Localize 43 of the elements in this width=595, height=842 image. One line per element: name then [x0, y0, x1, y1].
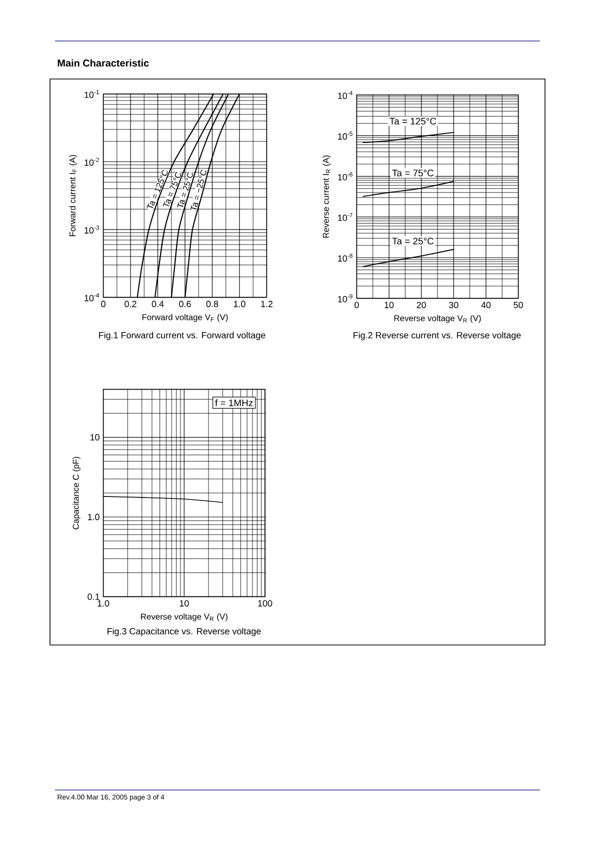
y-tick-label: 0.1: [88, 594, 100, 600]
y-tick-label: 10$^{-4}$: [84, 293, 100, 302]
y-tick-label: 10: [90, 434, 100, 440]
x-tick-label: 0: [101, 300, 106, 308]
y-tick-label: 10$^{-3}$: [84, 225, 100, 234]
text: Main Characteristic: [58, 59, 149, 67]
x-tick-label: 20: [416, 302, 426, 308]
y-tick-label: 10$^{-4}$: [338, 90, 353, 100]
y-tick-label: 10$^{-9}$: [338, 294, 352, 302]
x-tick-label: 0.6: [179, 300, 191, 308]
y-tick-label: 10$^{-5}$: [338, 132, 352, 140]
x-tick-label: 40: [481, 302, 491, 308]
series-label: Ta = 75°C: [392, 170, 434, 176]
y-tick-label: 10$^{-8}$: [338, 254, 352, 262]
x-tick-label: 0.4: [152, 300, 164, 308]
series-label: Ta = 125°C: [390, 118, 436, 125]
series-label: Ta = 25°C: [392, 238, 434, 244]
text: Fig.2 Reverse current vs. Reverse voltage: [354, 332, 521, 340]
y-tick-label: 10$^{-7}$: [338, 212, 352, 221]
y-tick-label: 1.0: [88, 514, 100, 520]
y-tick-label: 10$^{-2}$: [84, 158, 99, 166]
y-axis-title: Reverse current I$_{R}$ (A): [322, 155, 331, 238]
x-tick-label: 0: [354, 302, 359, 308]
x-tick-label: 50: [514, 302, 523, 308]
x-axis-title: Reverse voltage V$_{R}$ (V): [141, 613, 228, 622]
x-tick-label: 10: [384, 302, 394, 308]
x-tick-label: 30: [449, 302, 458, 308]
x-axis-title: Reverse voltage V$_{R}$ (V): [394, 315, 481, 323]
x-tick-label: 100: [258, 600, 272, 607]
x-tick-label: 1.0: [98, 600, 110, 607]
y-axis-title: Forward current I$_{F}$ (A): [69, 155, 78, 236]
y-tick-label: 10$^{-6}$: [338, 172, 352, 180]
x-axis-title: Forward voltage V$_{F}$ (V): [142, 314, 228, 322]
x-tick-label: 1.2: [261, 300, 272, 308]
annotation: f = 1MHz: [215, 399, 253, 406]
x-tick-label: 0.8: [206, 300, 218, 308]
x-tick-label: 0.2: [124, 300, 136, 308]
text: Fig.1 Forward current vs. Forward voltage: [99, 332, 266, 340]
text: Fig.3 Capacitance vs. Reverse voltage: [108, 628, 261, 636]
y-axis-title: Capacitance C (pF): [72, 456, 80, 530]
y-tick-label: 10$^{-1}$: [84, 90, 99, 98]
x-tick-label: 10: [180, 600, 189, 607]
x-tick-label: 1.0: [234, 300, 246, 308]
